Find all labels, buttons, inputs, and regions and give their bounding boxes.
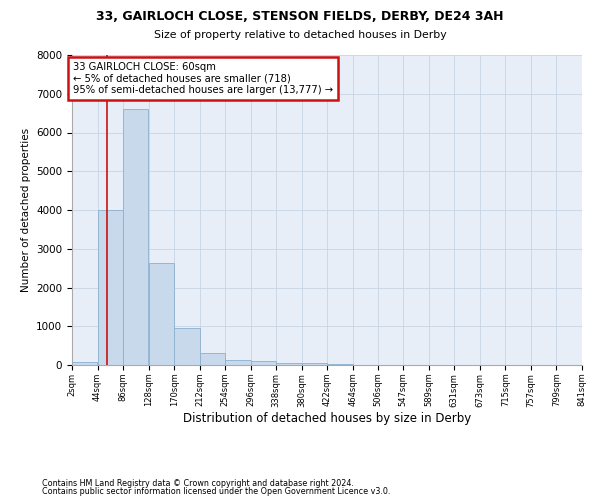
Text: 33 GAIRLOCH CLOSE: 60sqm
← 5% of detached houses are smaller (718)
95% of semi-d: 33 GAIRLOCH CLOSE: 60sqm ← 5% of detache… — [73, 62, 334, 95]
Bar — [251, 360, 276, 365]
Y-axis label: Number of detached properties: Number of detached properties — [20, 128, 31, 292]
Bar — [200, 352, 225, 365]
Bar — [328, 364, 353, 365]
Text: Contains public sector information licensed under the Open Government Licence v3: Contains public sector information licen… — [42, 487, 391, 496]
Bar — [149, 264, 174, 365]
Text: 33, GAIRLOCH CLOSE, STENSON FIELDS, DERBY, DE24 3AH: 33, GAIRLOCH CLOSE, STENSON FIELDS, DERB… — [96, 10, 504, 23]
Bar — [302, 364, 327, 365]
Bar — [174, 328, 199, 365]
Bar — [123, 110, 148, 365]
Text: Size of property relative to detached houses in Derby: Size of property relative to detached ho… — [154, 30, 446, 40]
Text: Contains HM Land Registry data © Crown copyright and database right 2024.: Contains HM Land Registry data © Crown c… — [42, 478, 354, 488]
Bar — [98, 210, 123, 365]
Bar — [277, 363, 302, 365]
X-axis label: Distribution of detached houses by size in Derby: Distribution of detached houses by size … — [183, 412, 471, 425]
Bar — [72, 362, 97, 365]
Bar — [226, 360, 251, 365]
